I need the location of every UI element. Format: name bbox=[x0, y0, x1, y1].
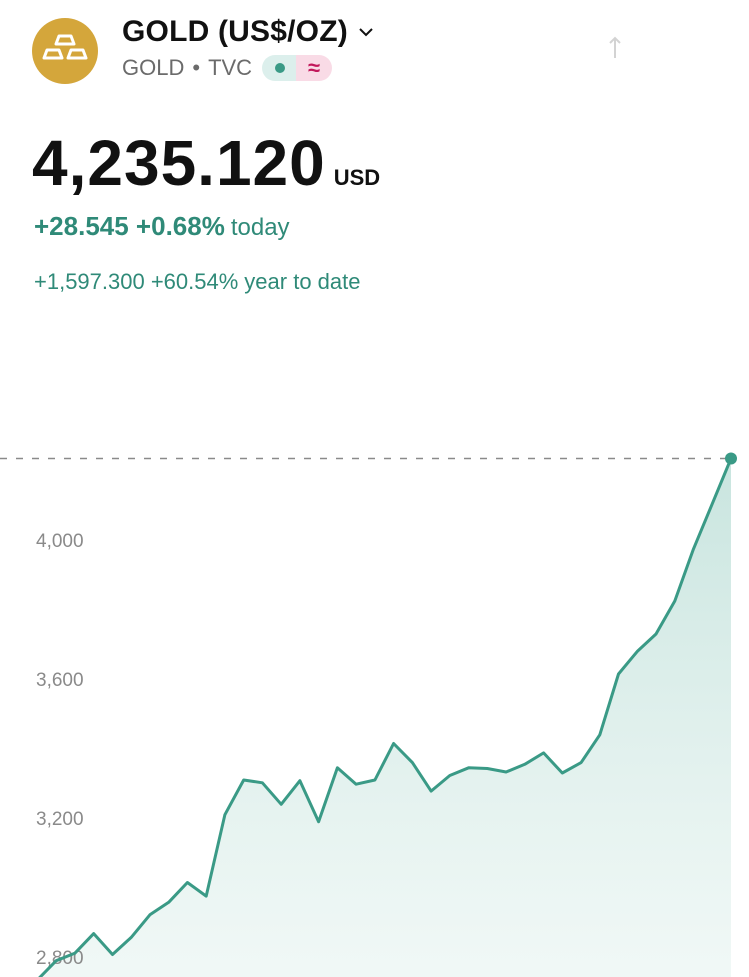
price-area-fill bbox=[0, 458, 731, 977]
daily-change: +28.545 +0.68% today bbox=[34, 211, 290, 242]
gold-bars-icon bbox=[32, 18, 98, 84]
price-series-line bbox=[38, 457, 733, 977]
daily-change-label: today bbox=[230, 214, 290, 241]
ytd-change-label: year to date bbox=[244, 269, 361, 294]
instrument-title: GOLD (US$/OZ) bbox=[122, 15, 348, 48]
exchange-code: TVC bbox=[208, 55, 253, 80]
ytd-change-value: +1,597.300 +60.54% bbox=[34, 269, 239, 294]
price-block: 4,235.120 USD bbox=[32, 126, 380, 200]
ytd-change: +1,597.300 +60.54% year to date bbox=[34, 269, 360, 295]
last-price-marker bbox=[725, 452, 737, 465]
symbol-selector[interactable]: GOLD (US$/OZ) bbox=[122, 12, 374, 52]
separator: • bbox=[192, 55, 201, 80]
share-icon[interactable] bbox=[607, 34, 623, 60]
chevron-down-icon bbox=[359, 28, 373, 37]
market-status-badges[interactable]: ≈ bbox=[262, 55, 333, 81]
y-tick-label: 4,000 bbox=[36, 531, 84, 552]
live-dot-icon bbox=[262, 55, 297, 81]
instrument-header: GOLD (US$/OZ) GOLD • TVC ≈ bbox=[32, 12, 722, 84]
delayed-data-badge: ≈ bbox=[296, 55, 333, 81]
daily-change-value: +28.545 +0.68% bbox=[34, 211, 225, 241]
last-price: 4,235.120 bbox=[32, 127, 326, 199]
y-tick-label: 3,200 bbox=[36, 809, 84, 830]
instrument-subtitle: GOLD • TVC ≈ bbox=[122, 52, 333, 84]
y-tick-label: 3,600 bbox=[36, 670, 84, 691]
price-currency: USD bbox=[333, 165, 381, 190]
symbol-code: GOLD bbox=[122, 55, 185, 80]
